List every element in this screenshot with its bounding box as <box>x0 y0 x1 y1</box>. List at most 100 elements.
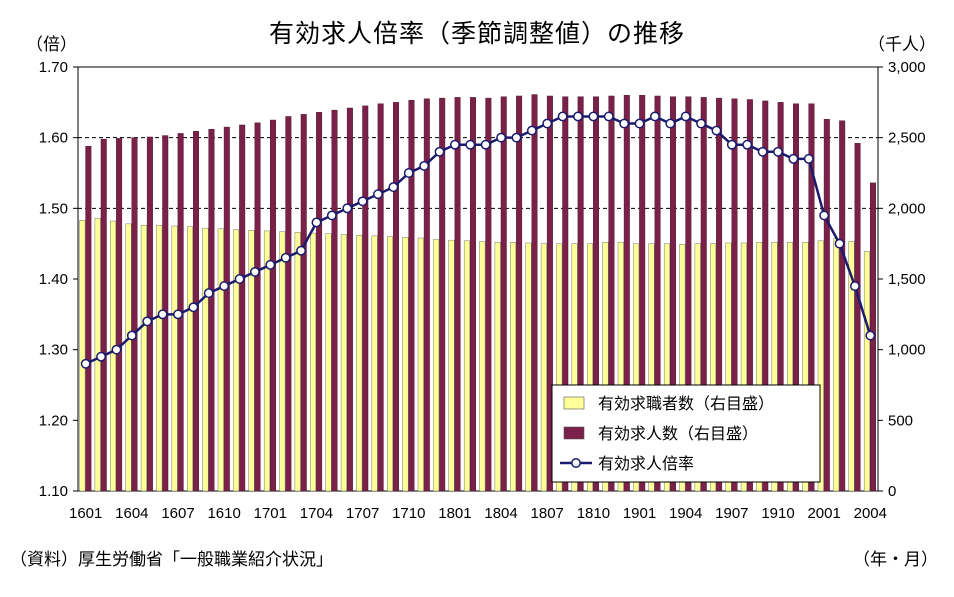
bar-job-offers <box>654 95 661 492</box>
bar-job-offers <box>423 98 430 492</box>
right-axis-tick-label: 3,000 <box>888 59 926 76</box>
ratio-point <box>788 153 799 164</box>
x-axis-tick-label: 1804 <box>484 505 517 522</box>
bar-job-offers <box>500 96 507 492</box>
bar-job-seekers <box>433 239 440 492</box>
bar-job-seekers <box>187 226 193 492</box>
right-axis-tick-label: 2,000 <box>888 200 926 217</box>
ratio-point <box>865 330 876 341</box>
ratio-point <box>188 302 199 313</box>
ratio-point <box>619 118 630 129</box>
bar-job-offers <box>639 95 646 492</box>
bar-job-offers <box>469 97 476 492</box>
ratio-point <box>696 118 707 129</box>
bar-job-offers <box>485 97 492 492</box>
bar-job-offers <box>546 95 553 492</box>
ratio-point <box>465 139 476 150</box>
ratio-point <box>496 132 507 143</box>
bar-job-offers <box>393 102 400 492</box>
bar-job-seekers <box>387 236 393 492</box>
bar-job-seekers <box>340 234 347 492</box>
right-axis-tick-label: 1,000 <box>888 342 926 359</box>
bar-job-seekers <box>417 237 424 492</box>
bar-job-offers <box>377 103 384 492</box>
bar-job-offers <box>269 119 276 492</box>
bar-job-seekers <box>217 228 224 492</box>
bar-job-seekers <box>633 243 640 492</box>
left-axis-unit: （倍） <box>26 35 77 55</box>
bar-job-seekers <box>202 227 209 492</box>
x-axis-tick-label: 1601 <box>69 505 102 522</box>
ratio-point <box>849 281 860 292</box>
bar-job-seekers <box>617 242 624 492</box>
right-axis-tick-label: 2,500 <box>888 130 926 147</box>
bar-job-seekers <box>248 230 255 492</box>
ratio-point <box>634 118 645 129</box>
x-axis-tick-label: 1810 <box>577 505 610 522</box>
bar-job-seekers <box>110 220 117 492</box>
ratio-point <box>711 125 722 136</box>
bar-job-offers <box>808 103 815 492</box>
ratio-point <box>111 344 122 355</box>
x-axis-tick-label: 2004 <box>854 505 887 522</box>
bar-job-offers <box>700 97 707 492</box>
x-axis-tick-label: 2001 <box>807 505 840 522</box>
ratio-point <box>265 259 276 270</box>
bar-job-seekers <box>663 243 670 492</box>
bar-job-seekers <box>540 243 547 492</box>
legend-swatch <box>563 426 585 440</box>
bar-job-seekers <box>587 243 593 492</box>
bar-job-offers <box>362 105 369 492</box>
left-axis-tick-label: 1.40 <box>39 271 68 288</box>
bar-job-seekers <box>602 242 609 492</box>
bar-job-seekers <box>263 230 270 492</box>
ratio-point <box>542 118 553 129</box>
bar-job-seekers <box>156 225 163 492</box>
ratio-point <box>588 111 599 122</box>
chart-title: 有効求人倍率（季節調整値）の推移 <box>268 19 685 48</box>
bar-job-seekers <box>771 242 778 492</box>
right-axis-tick-label: 500 <box>888 412 913 429</box>
bar-job-offers <box>685 96 692 492</box>
bar-job-offers <box>285 116 292 492</box>
ratio-point <box>434 146 445 157</box>
x-axis-tick-label: 1607 <box>161 505 194 522</box>
bar-job-seekers <box>694 243 701 492</box>
bar-job-offers <box>208 128 215 492</box>
x-axis-tick-label: 1907 <box>715 505 748 522</box>
bar-job-offers <box>331 109 338 492</box>
source-note: （資料）厚生労働省「一般職業紹介状況」 <box>10 550 333 570</box>
ratio-point <box>557 111 568 122</box>
bar-job-offers <box>146 136 153 492</box>
bar-job-seekers <box>448 239 455 492</box>
bar-job-offers <box>300 114 307 492</box>
ratio-point <box>803 153 814 164</box>
bar-job-seekers <box>710 243 717 492</box>
bar-job-seekers <box>787 242 793 492</box>
ratio-point <box>80 358 91 369</box>
bar-job-seekers <box>648 243 655 492</box>
ratio-point <box>249 266 260 277</box>
bar-job-offers <box>316 112 323 492</box>
ratio-point <box>757 146 768 157</box>
bar-job-seekers <box>171 225 178 492</box>
ratio-point <box>419 160 430 171</box>
bar-job-seekers <box>863 251 870 492</box>
ratio-point <box>480 139 491 150</box>
x-axis-tick-label: 1910 <box>761 505 794 522</box>
bar-job-seekers <box>279 231 286 492</box>
ratio-point <box>680 111 691 122</box>
bar-job-seekers <box>848 241 855 492</box>
bar-job-offers <box>746 99 753 492</box>
ratio-point <box>665 118 676 129</box>
bar-job-offers <box>562 96 569 492</box>
bar-job-offers <box>100 138 107 492</box>
bar-job-seekers <box>294 232 301 492</box>
ratio-point <box>742 139 753 150</box>
left-axis-tick-label: 1.30 <box>39 342 68 359</box>
x-axis-tick-label: 1610 <box>207 505 240 522</box>
bar-job-offers <box>823 119 830 492</box>
bar-job-seekers <box>525 242 532 492</box>
bar-job-seekers <box>817 240 824 492</box>
bar-job-seekers <box>756 242 763 492</box>
